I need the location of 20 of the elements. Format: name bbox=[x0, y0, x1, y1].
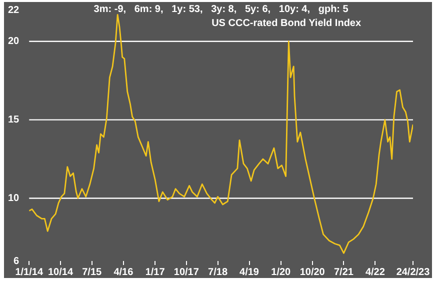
x-tick-label: 1/20 bbox=[271, 266, 292, 278]
x-tick-label: 10/20 bbox=[300, 266, 326, 278]
x-tick-label: 10/14 bbox=[48, 266, 74, 278]
y-tick-label: 6 bbox=[14, 256, 20, 267]
x-tick-label: 4/16 bbox=[114, 266, 134, 278]
x-tick-label: 4/22 bbox=[365, 266, 386, 278]
x-tick-label: 1/1/14 bbox=[15, 266, 44, 278]
x-tick-label: 4/19 bbox=[240, 266, 260, 278]
x-tick-label: 24/2/23 bbox=[396, 266, 430, 278]
y-tick-label: 20 bbox=[8, 36, 20, 48]
y-tick-label: 22 bbox=[8, 4, 20, 16]
text: US CCC-rated Bond Yield Index bbox=[212, 18, 362, 29]
x-tick-label: 7/18 bbox=[208, 266, 228, 278]
x-tick-label: 1/17 bbox=[145, 266, 166, 278]
x-tick-label: 7/15 bbox=[82, 266, 102, 278]
chart-subtitle: 3m: -9, 6m: 9, 1y: 53, 3y: 8, 5y: 6, 10y: 4, gph: 5 bbox=[94, 4, 349, 15]
x-tick-label: 10/17 bbox=[174, 266, 200, 278]
x-tick-label: 7/21 bbox=[334, 266, 354, 278]
y-tick-label: 10 bbox=[8, 193, 20, 204]
y-tick-label: 15 bbox=[8, 114, 20, 126]
